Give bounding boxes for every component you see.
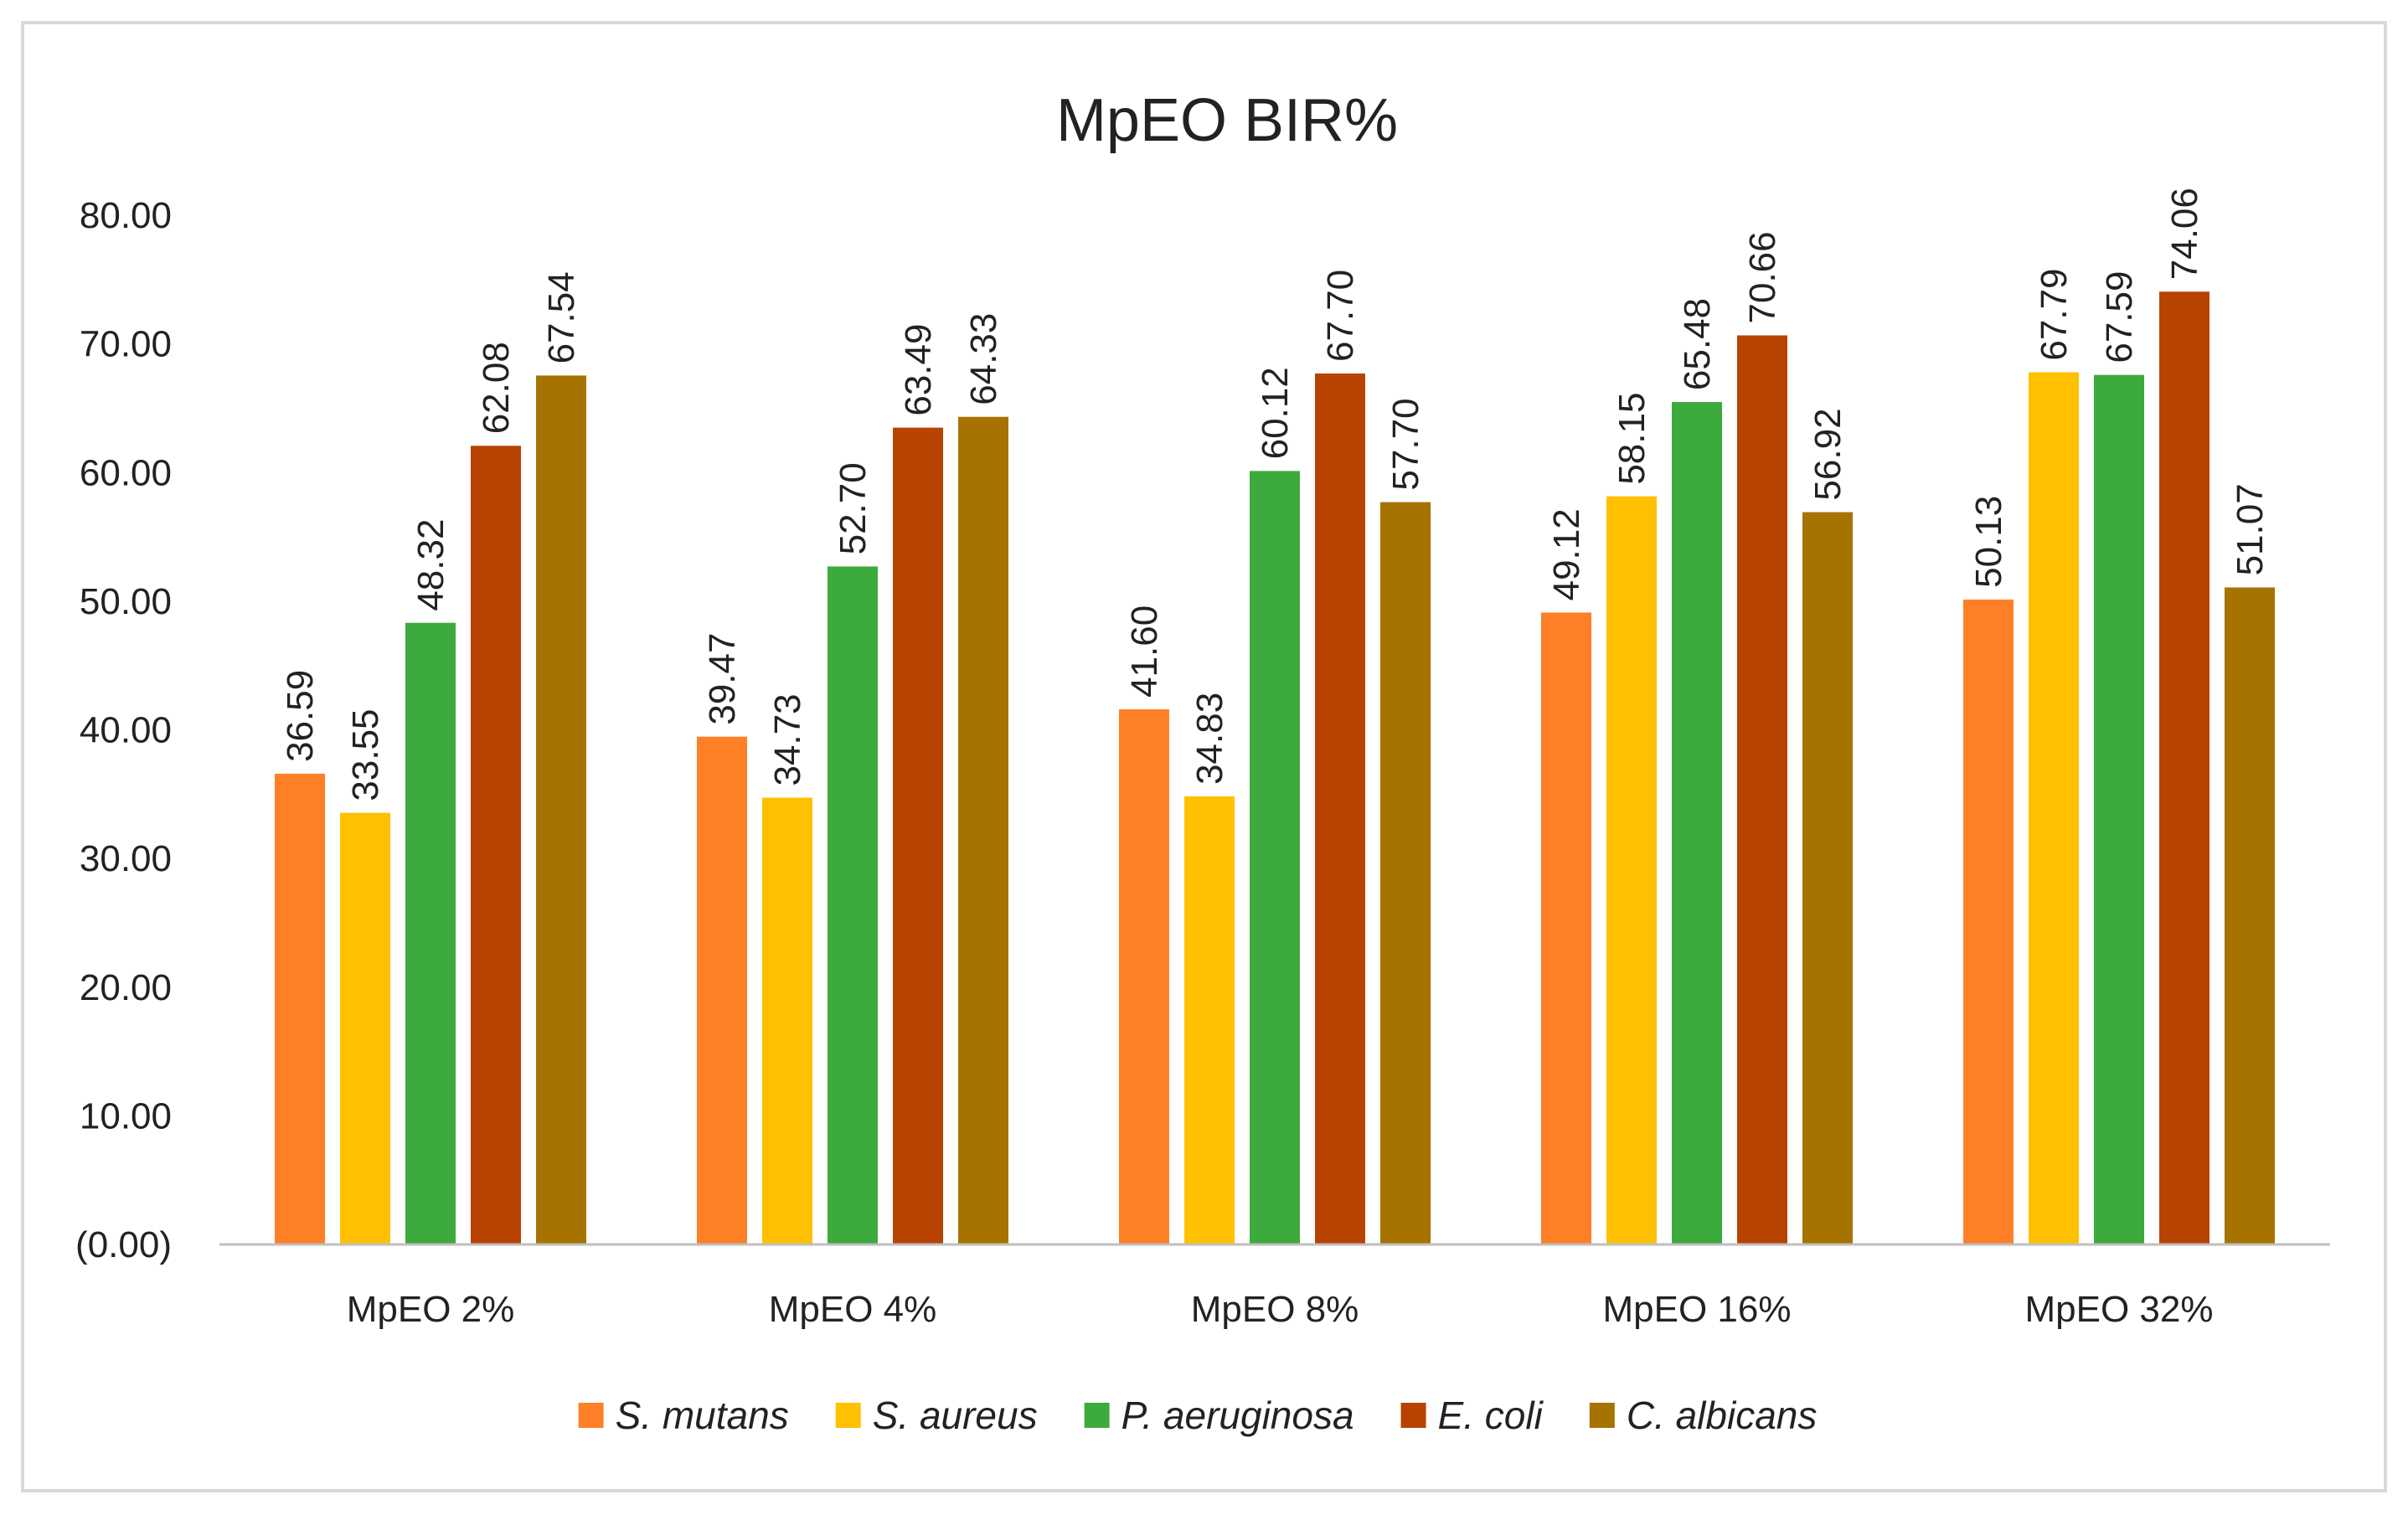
y-tick-label: 50.00 [80, 581, 172, 622]
data-label: 67.79 [2034, 268, 2075, 360]
data-label: 34.83 [1189, 693, 1230, 785]
bar [1963, 599, 2014, 1244]
legend-swatch [835, 1403, 861, 1428]
bar [893, 427, 943, 1244]
bar [1606, 496, 1657, 1244]
data-label: 33.55 [345, 708, 386, 801]
y-tick-label: 30.00 [80, 838, 172, 879]
bar [1315, 373, 1365, 1244]
bar [536, 375, 586, 1244]
bar [405, 622, 456, 1244]
data-label: 67.70 [1320, 270, 1361, 362]
bar [2029, 372, 2079, 1244]
bar [471, 446, 521, 1244]
legend-label: P. aeruginosa [1121, 1394, 1354, 1437]
bar [1380, 502, 1431, 1244]
bar [1250, 471, 1300, 1244]
x-tick-label: MpEO 4% [769, 1289, 937, 1330]
y-tick-label: 40.00 [80, 710, 172, 751]
bar [1802, 512, 1853, 1244]
legend-label: S. mutans [616, 1394, 789, 1437]
data-label: 67.59 [2099, 271, 2140, 363]
bar [958, 416, 1008, 1245]
data-label: 74.06 [2164, 188, 2205, 280]
bar [2094, 374, 2144, 1244]
data-label: 60.12 [1255, 367, 1296, 459]
data-label: 34.73 [767, 693, 808, 786]
legend-item: P. aeruginosa [1084, 1394, 1354, 1437]
data-label: 58.15 [1611, 393, 1653, 485]
data-label: 70.66 [1742, 231, 1783, 323]
data-label: 50.13 [1968, 496, 2009, 588]
data-label: 39.47 [702, 633, 743, 725]
legend-swatch [1400, 1403, 1426, 1428]
data-label: 56.92 [1807, 408, 1849, 500]
y-tick-label: 80.00 [80, 195, 172, 236]
legend-label: S. aureus [873, 1394, 1038, 1437]
y-tick-label: 60.00 [80, 452, 172, 493]
bars [275, 291, 2275, 1245]
bar [1541, 612, 1591, 1244]
bar [1184, 796, 1235, 1244]
data-label: 63.49 [898, 324, 939, 416]
data-labels: 36.59 33.55 48.32 62.08 67.54 39.47 34.73 52.70… [280, 188, 2271, 801]
data-label: 48.32 [410, 519, 451, 611]
data-label: 64.33 [963, 313, 1004, 405]
data-label: 65.48 [1677, 298, 1718, 390]
y-tick-label: 20.00 [80, 967, 172, 1008]
chart-title: MpEO BIR% [1056, 87, 1398, 154]
data-label: 67.54 [541, 271, 582, 363]
bar [697, 736, 747, 1244]
legend-swatch [578, 1403, 604, 1428]
legend-swatch [1084, 1403, 1110, 1428]
data-label: 51.07 [2230, 483, 2271, 575]
legend-item: S. mutans [578, 1394, 789, 1437]
y-axis: (0.00) 10.00 20.00 30.00 40.00 50.00 60.00 70.0… [75, 195, 172, 1265]
bar [762, 797, 812, 1244]
bar [1672, 402, 1722, 1245]
legend-swatch [1589, 1403, 1615, 1428]
bar [340, 812, 390, 1244]
bar [275, 773, 325, 1244]
x-tick-label: MpEO 16% [1603, 1289, 1792, 1330]
bar [2225, 587, 2275, 1244]
data-label: 52.70 [833, 462, 874, 554]
y-tick-label: (0.00) [75, 1224, 172, 1265]
x-tick-label: MpEO 8% [1191, 1289, 1359, 1330]
legend-item: S. aureus [835, 1394, 1038, 1437]
y-tick-label: 70.00 [80, 324, 172, 365]
legend-item: C. albicans [1589, 1394, 1818, 1437]
data-label: 62.08 [476, 342, 517, 434]
x-tick-label: MpEO 2% [347, 1289, 515, 1330]
bar [1119, 708, 1169, 1244]
bar [2159, 291, 2209, 1245]
bar [1737, 335, 1787, 1245]
legend-label: E. coli [1438, 1394, 1544, 1437]
x-axis: MpEO 2% MpEO 4% MpEO 8% MpEO 16% MpEO 32% [347, 1289, 2214, 1330]
data-label: 41.60 [1124, 605, 1165, 698]
legend-item: E. coli [1400, 1394, 1544, 1437]
data-label: 57.70 [1385, 398, 1426, 490]
bar [828, 566, 878, 1244]
y-tick-label: 10.00 [80, 1095, 172, 1136]
x-tick-label: MpEO 32% [2025, 1289, 2214, 1330]
data-label: 49.12 [1546, 508, 1587, 600]
legend-label: C. albicans [1627, 1394, 1818, 1437]
data-label: 36.59 [280, 670, 321, 762]
legend: S. mutans S. aureus P. aeruginosa E. coli C.… [578, 1394, 1818, 1437]
